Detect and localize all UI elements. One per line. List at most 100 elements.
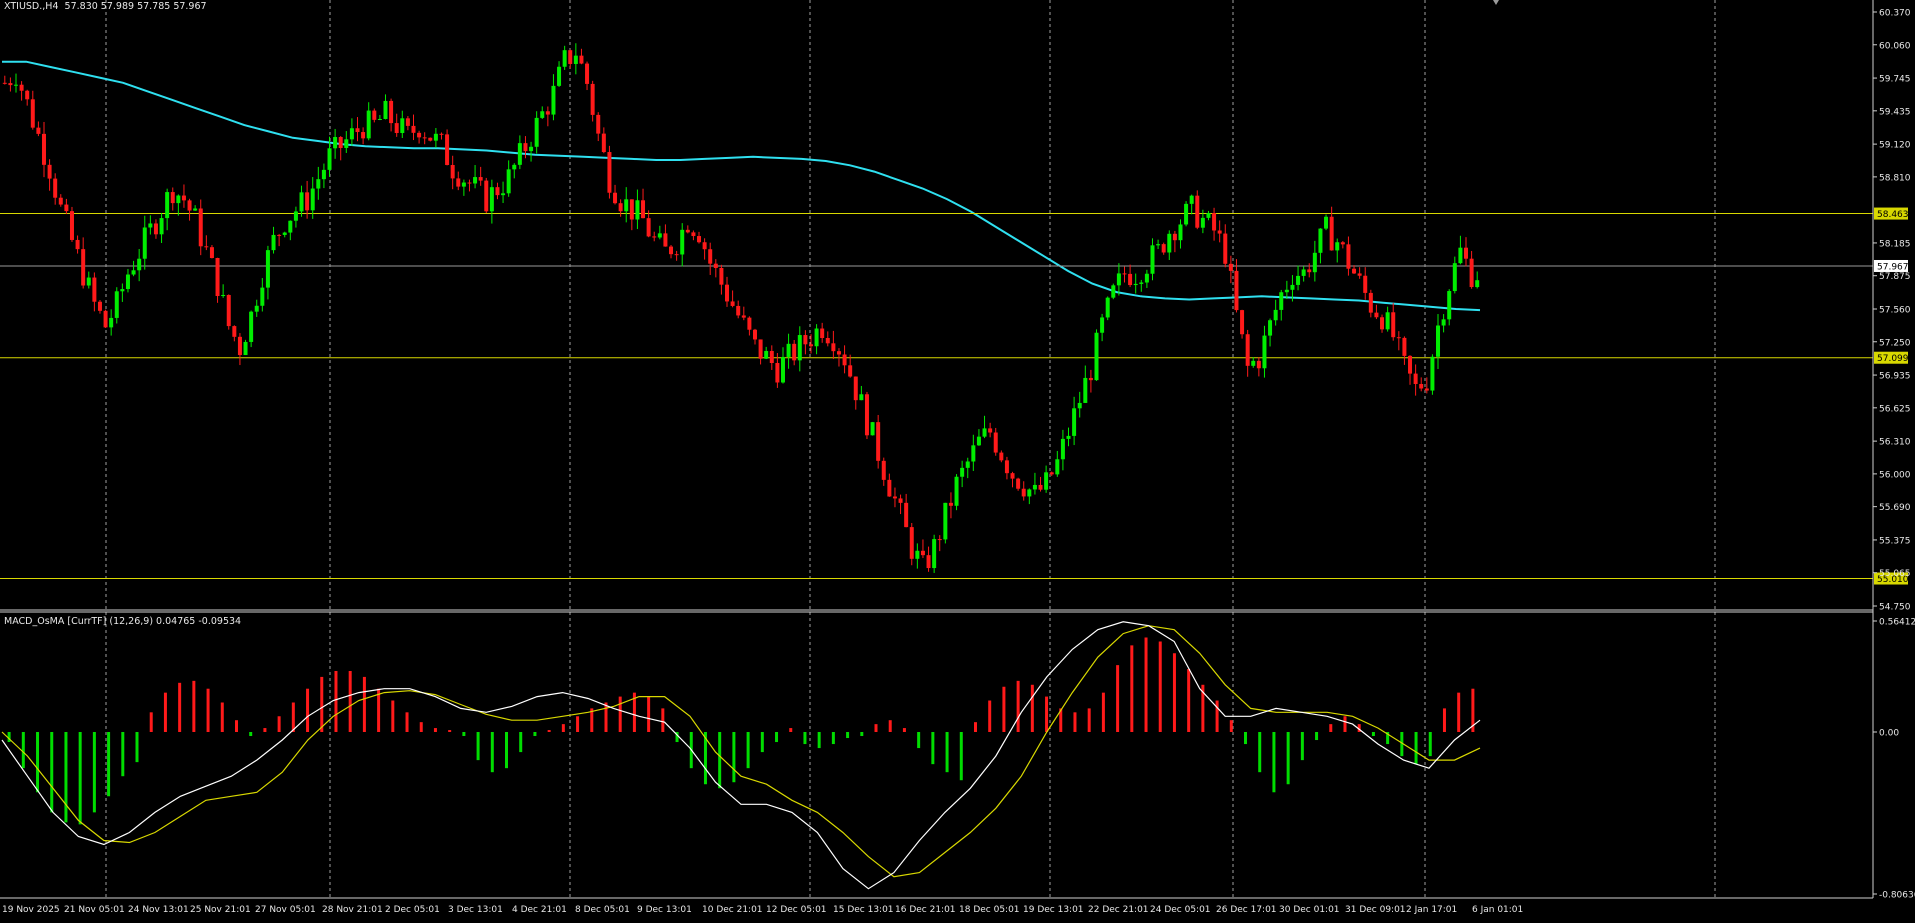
candle-121[interactable] — [680, 223, 685, 267]
candle-53[interactable] — [299, 185, 304, 217]
candle-116[interactable] — [652, 231, 657, 242]
candle-97[interactable] — [545, 106, 550, 127]
candle-19[interactable] — [109, 309, 114, 336]
candle-143[interactable] — [803, 330, 808, 355]
candle-263[interactable] — [1475, 271, 1480, 289]
candle-132[interactable] — [741, 306, 746, 321]
candle-36[interactable] — [204, 235, 209, 251]
candle-137[interactable] — [769, 345, 774, 370]
candle-96[interactable] — [540, 106, 545, 120]
candle-250[interactable] — [1402, 336, 1407, 365]
candle-180[interactable] — [1010, 471, 1015, 488]
candle-45[interactable] — [254, 299, 259, 317]
candle-158[interactable] — [887, 473, 892, 497]
candle-162[interactable] — [909, 522, 914, 566]
candle-69[interactable] — [389, 98, 394, 132]
candle-176[interactable] — [988, 422, 993, 438]
candle-163[interactable] — [915, 543, 920, 569]
candle-150[interactable] — [842, 345, 847, 374]
candle-256[interactable] — [1436, 314, 1441, 370]
candle-240[interactable] — [1346, 236, 1351, 276]
candle-188[interactable] — [1055, 450, 1060, 477]
candle-208[interactable] — [1167, 230, 1172, 260]
candle-154[interactable] — [864, 391, 869, 440]
candle-196[interactable] — [1100, 313, 1105, 342]
candle-261[interactable] — [1464, 237, 1469, 267]
candle-226[interactable] — [1268, 318, 1273, 347]
candle-41[interactable] — [232, 325, 237, 342]
candle-34[interactable] — [193, 205, 198, 211]
candle-149[interactable] — [836, 348, 841, 367]
candle-87[interactable] — [489, 179, 494, 224]
candle-129[interactable] — [725, 276, 730, 307]
candle-39[interactable] — [221, 284, 226, 298]
candle-177[interactable] — [993, 427, 998, 456]
candle-43[interactable] — [243, 339, 248, 356]
candle-175[interactable] — [982, 415, 987, 439]
candle-128[interactable] — [719, 264, 724, 295]
candle-60[interactable] — [338, 136, 343, 161]
candle-189[interactable] — [1060, 429, 1065, 471]
candle-243[interactable] — [1363, 267, 1368, 300]
candle-101[interactable] — [568, 49, 573, 69]
candle-7[interactable] — [41, 121, 46, 178]
candle-192[interactable] — [1077, 391, 1082, 418]
candle-135[interactable] — [758, 339, 763, 365]
candle-147[interactable] — [825, 331, 830, 347]
candle-22[interactable] — [125, 268, 130, 293]
candle-21[interactable] — [120, 283, 125, 302]
candle-178[interactable] — [999, 450, 1004, 463]
candle-210[interactable] — [1178, 219, 1183, 249]
candle-145[interactable] — [814, 324, 819, 355]
candle-79[interactable] — [445, 129, 450, 166]
candle-11[interactable] — [64, 198, 69, 215]
candle-99[interactable] — [557, 61, 562, 87]
candle-205[interactable] — [1150, 238, 1155, 281]
candle-157[interactable] — [881, 457, 886, 486]
candle-258[interactable] — [1447, 289, 1452, 326]
candle-125[interactable] — [702, 238, 707, 260]
candle-16[interactable] — [92, 272, 97, 312]
candle-57[interactable] — [321, 163, 326, 189]
candle-14[interactable] — [81, 237, 86, 289]
candle-247[interactable] — [1385, 306, 1390, 332]
candle-257[interactable] — [1441, 314, 1446, 333]
candle-165[interactable] — [926, 546, 931, 572]
candle-237[interactable] — [1329, 206, 1334, 251]
candle-75[interactable] — [422, 132, 427, 145]
candle-70[interactable] — [394, 113, 399, 137]
candle-76[interactable] — [428, 137, 433, 142]
candle-222[interactable] — [1245, 329, 1250, 377]
candle-179[interactable] — [1004, 456, 1009, 480]
candle-66[interactable] — [372, 108, 377, 123]
candle-124[interactable] — [697, 231, 702, 244]
candle-30[interactable] — [170, 187, 175, 211]
candle-259[interactable] — [1452, 256, 1457, 294]
candle-0[interactable] — [2, 75, 7, 85]
candle-172[interactable] — [965, 457, 970, 479]
candle-59[interactable] — [333, 128, 338, 159]
candle-28[interactable] — [159, 213, 164, 244]
candle-140[interactable] — [786, 333, 791, 369]
candle-127[interactable] — [713, 259, 718, 278]
candle-170[interactable] — [954, 474, 959, 511]
candle-105[interactable] — [590, 80, 595, 122]
candle-194[interactable] — [1088, 369, 1093, 393]
candle-202[interactable] — [1133, 273, 1138, 294]
candle-9[interactable] — [53, 173, 58, 205]
candle-51[interactable] — [288, 220, 293, 241]
candle-234[interactable] — [1312, 240, 1317, 282]
candle-239[interactable] — [1340, 241, 1345, 249]
candle-83[interactable] — [467, 179, 472, 192]
candle-82[interactable] — [461, 179, 466, 196]
candle-108[interactable] — [607, 145, 612, 199]
candle-245[interactable] — [1374, 304, 1379, 320]
candle-58[interactable] — [327, 136, 332, 177]
candle-13[interactable] — [75, 235, 80, 254]
candle-227[interactable] — [1273, 299, 1278, 326]
candle-18[interactable] — [103, 309, 108, 328]
candle-255[interactable] — [1430, 354, 1435, 395]
candle-186[interactable] — [1044, 465, 1049, 493]
candle-198[interactable] — [1111, 283, 1116, 300]
candle-133[interactable] — [747, 316, 752, 336]
